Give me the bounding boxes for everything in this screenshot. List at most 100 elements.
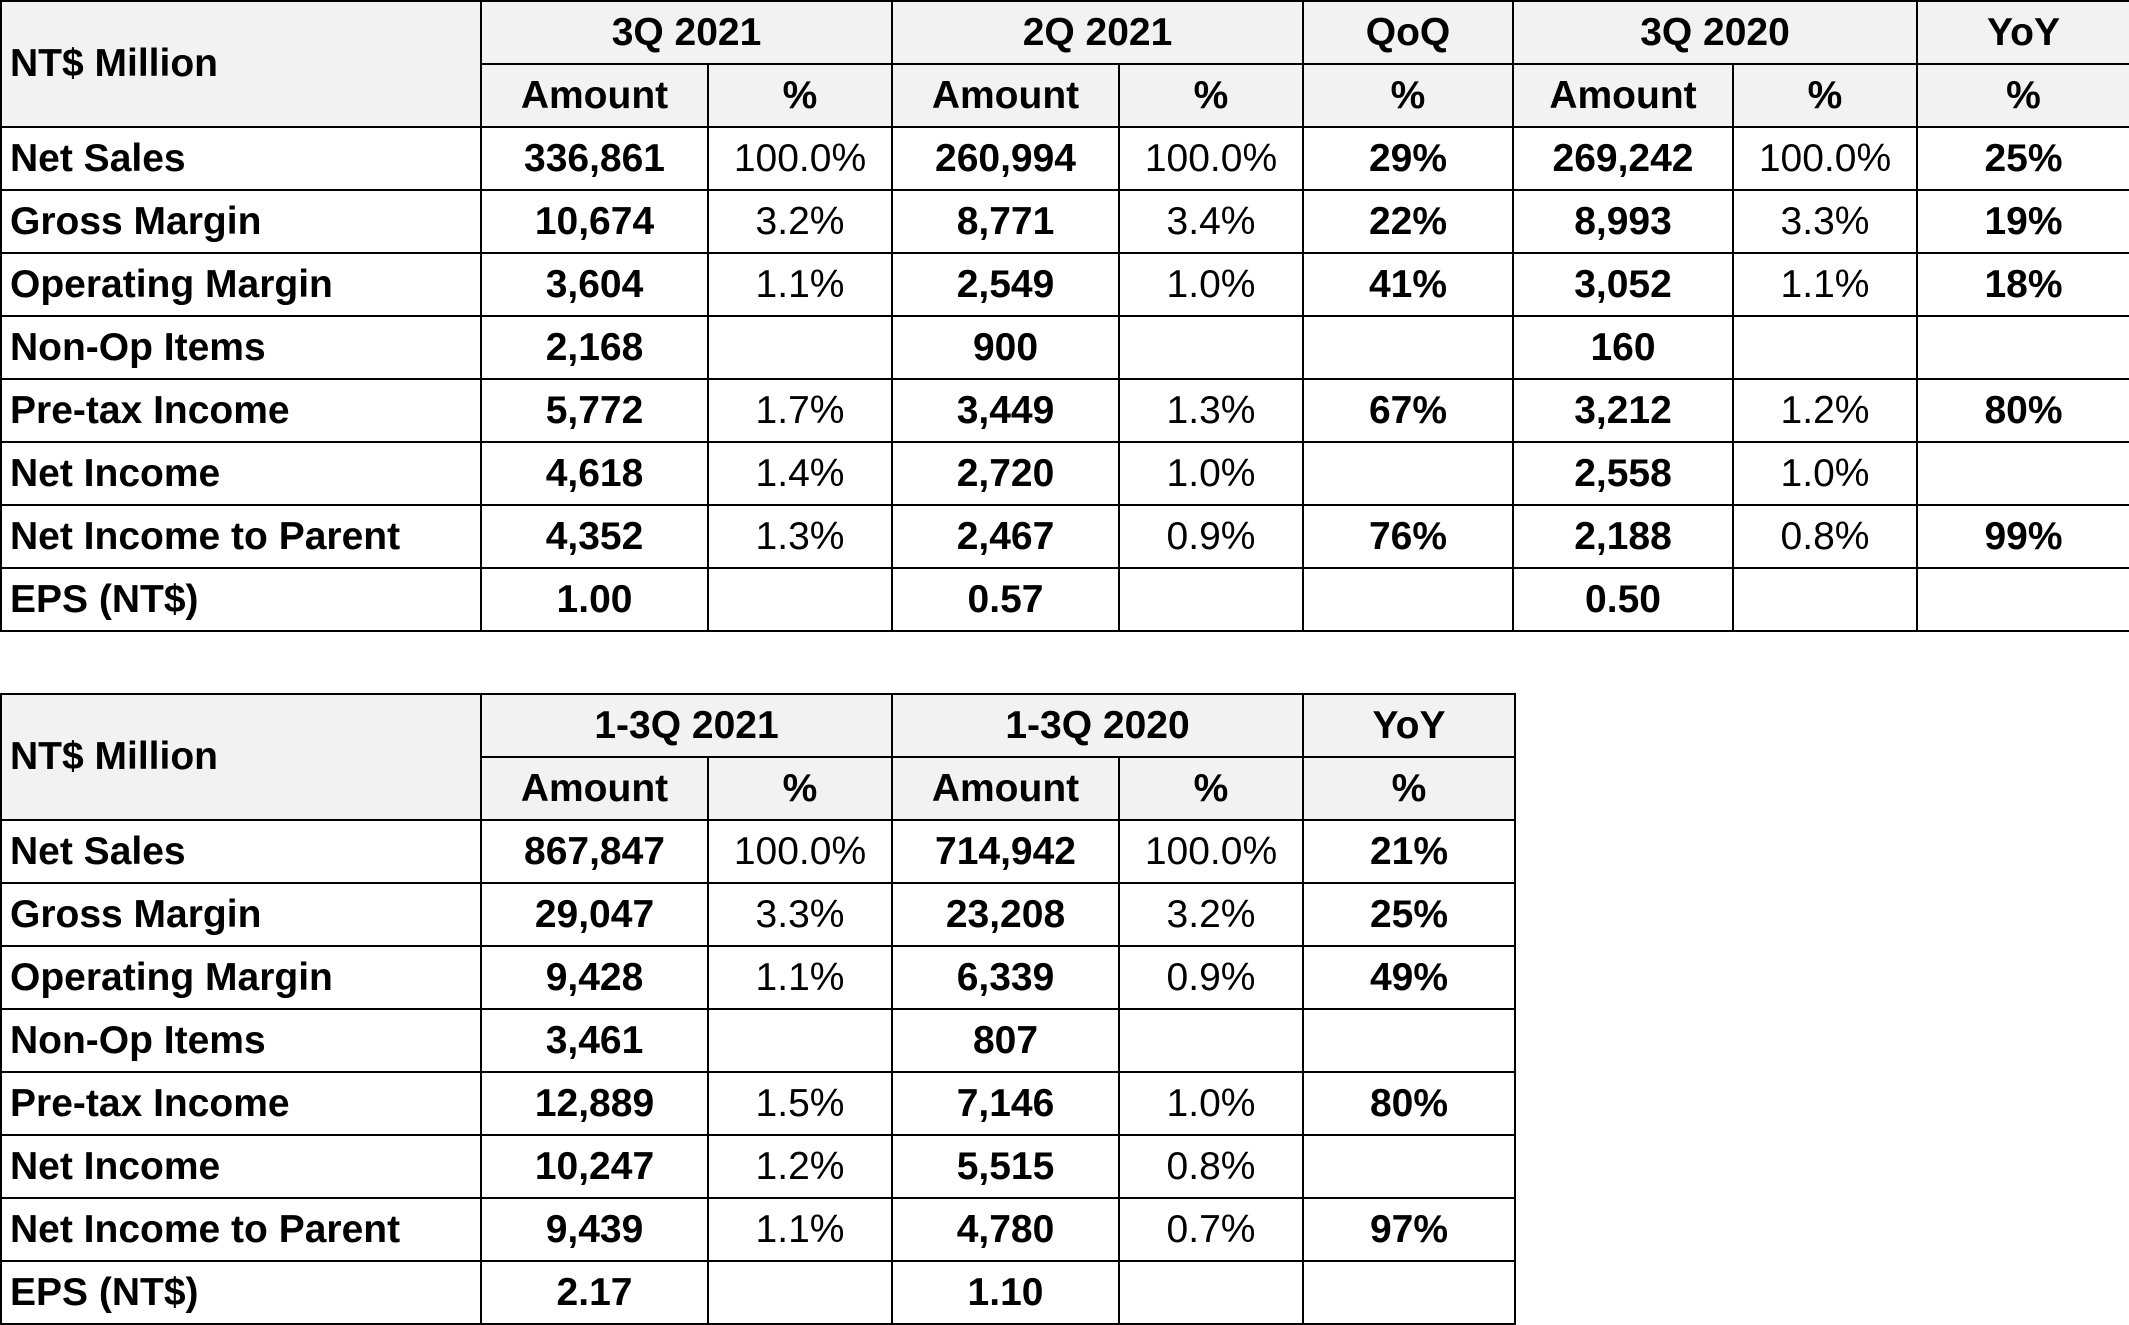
percent-cell	[707, 1260, 893, 1325]
table-row: Gross Margin 10,674 3.2% 8,771 3.4% 22% 8,993 3…	[0, 189, 2129, 254]
change-cell: 22%	[1302, 189, 1514, 254]
change-cell: 21%	[1302, 819, 1516, 884]
amount-cell: 5,772	[480, 378, 709, 443]
table-row: Net Sales 867,847 100.0% 714,942 100.0% 21%	[0, 819, 1516, 884]
change-cell	[1916, 567, 2129, 632]
row-label: Net Income to Parent	[0, 1197, 482, 1262]
amount-cell: 9,439	[480, 1197, 709, 1262]
change-cell: 29%	[1302, 126, 1514, 191]
amount-cell: 23,208	[891, 882, 1120, 947]
change-cell: 99%	[1916, 504, 2129, 569]
percent-cell	[1732, 315, 1918, 380]
change-cell	[1302, 1008, 1516, 1073]
change-header: QoQ	[1302, 0, 1514, 65]
amount-cell: 1.00	[480, 567, 709, 632]
period-header: 3Q 2020	[1512, 0, 1918, 65]
percent-cell: 1.0%	[1118, 252, 1304, 317]
table-row: Non-Op Items 3,461 807	[0, 1008, 1516, 1073]
amount-cell: 807	[891, 1008, 1120, 1073]
subheader: Amount	[891, 63, 1120, 128]
amount-cell: 2,188	[1512, 504, 1734, 569]
change-cell: 80%	[1302, 1071, 1516, 1136]
percent-cell: 1.4%	[707, 441, 893, 506]
change-cell: 49%	[1302, 945, 1516, 1010]
table-row: Gross Margin 29,047 3.3% 23,208 3.2% 25%	[0, 882, 1516, 947]
amount-cell: 10,247	[480, 1134, 709, 1199]
row-label: Gross Margin	[0, 882, 482, 947]
change-header: YoY	[1916, 0, 2129, 65]
table-row: Operating Margin 9,428 1.1% 6,339 0.9% 49%	[0, 945, 1516, 1010]
amount-cell: 2,168	[480, 315, 709, 380]
table-row: EPS (NT$) 2.17 1.10	[0, 1260, 1516, 1325]
amount-cell: 4,780	[891, 1197, 1120, 1262]
subheader: Amount	[1512, 63, 1734, 128]
percent-cell: 100.0%	[707, 819, 893, 884]
percent-cell: 1.0%	[1732, 441, 1918, 506]
period-header: 2Q 2021	[891, 0, 1304, 65]
subheader: %	[1916, 63, 2129, 128]
subheader: %	[1302, 63, 1514, 128]
amount-cell: 867,847	[480, 819, 709, 884]
subheader: Amount	[891, 756, 1120, 821]
percent-cell: 1.1%	[1732, 252, 1918, 317]
change-cell	[1302, 315, 1514, 380]
percent-cell	[707, 567, 893, 632]
row-label: Net Sales	[0, 126, 482, 191]
percent-cell	[1118, 567, 1304, 632]
percent-cell: 1.3%	[1118, 378, 1304, 443]
percent-cell	[1732, 567, 1918, 632]
row-label: Non-Op Items	[0, 315, 482, 380]
change-cell	[1916, 315, 2129, 380]
quarterly-results-table: NT$ Million 3Q 2021 2Q 2021 QoQ 3Q 2020 …	[0, 0, 2129, 632]
row-label: EPS (NT$)	[0, 567, 482, 632]
change-cell	[1302, 1134, 1516, 1199]
amount-cell: 2,558	[1512, 441, 1734, 506]
row-label: Operating Margin	[0, 945, 482, 1010]
amount-cell: 3,052	[1512, 252, 1734, 317]
amount-cell: 3,212	[1512, 378, 1734, 443]
percent-cell: 100.0%	[1732, 126, 1918, 191]
change-cell: 41%	[1302, 252, 1514, 317]
amount-cell: 3,604	[480, 252, 709, 317]
amount-cell: 260,994	[891, 126, 1120, 191]
row-label: Net Sales	[0, 819, 482, 884]
table-row: Operating Margin 3,604 1.1% 2,549 1.0% 41% 3,0…	[0, 252, 2129, 317]
percent-cell: 1.2%	[707, 1134, 893, 1199]
table-row: Pre-tax Income 12,889 1.5% 7,146 1.0% 80%	[0, 1071, 1516, 1136]
table-row: Pre-tax Income 5,772 1.7% 3,449 1.3% 67% 3,212…	[0, 378, 2129, 443]
change-cell: 25%	[1302, 882, 1516, 947]
change-cell	[1302, 1260, 1516, 1325]
percent-cell: 1.0%	[1118, 441, 1304, 506]
row-label: Net Income	[0, 1134, 482, 1199]
table-row: Non-Op Items 2,168 900 160	[0, 315, 2129, 380]
subheader: Amount	[480, 756, 709, 821]
percent-cell: 1.1%	[707, 1197, 893, 1262]
row-label: Pre-tax Income	[0, 1071, 482, 1136]
percent-cell	[707, 315, 893, 380]
percent-cell	[1118, 1260, 1304, 1325]
table-row: Net Income to Parent 4,352 1.3% 2,467 0.9% 76…	[0, 504, 2129, 569]
row-label: Non-Op Items	[0, 1008, 482, 1073]
amount-cell: 2,467	[891, 504, 1120, 569]
percent-cell: 0.8%	[1732, 504, 1918, 569]
percent-cell	[1118, 1008, 1304, 1073]
change-cell	[1302, 567, 1514, 632]
amount-cell: 8,993	[1512, 189, 1734, 254]
percent-cell: 1.2%	[1732, 378, 1918, 443]
amount-cell: 8,771	[891, 189, 1120, 254]
percent-cell: 3.2%	[707, 189, 893, 254]
ytd-results-table: NT$ Million 1-3Q 2021 1-3Q 2020 YoY Amou…	[0, 693, 1516, 1325]
percent-cell: 3.2%	[1118, 882, 1304, 947]
amount-cell: 10,674	[480, 189, 709, 254]
percent-cell: 3.3%	[1732, 189, 1918, 254]
table-row: Net Income to Parent 9,439 1.1% 4,780 0.7% 97…	[0, 1197, 1516, 1262]
subheader: Amount	[480, 63, 709, 128]
percent-cell	[1118, 315, 1304, 380]
period-header: 1-3Q 2020	[891, 693, 1304, 758]
row-label: EPS (NT$)	[0, 1260, 482, 1325]
percent-cell: 100.0%	[707, 126, 893, 191]
amount-cell: 7,146	[891, 1071, 1120, 1136]
table-corner-label: NT$ Million	[0, 0, 482, 128]
amount-cell: 6,339	[891, 945, 1120, 1010]
subheader: %	[707, 756, 893, 821]
